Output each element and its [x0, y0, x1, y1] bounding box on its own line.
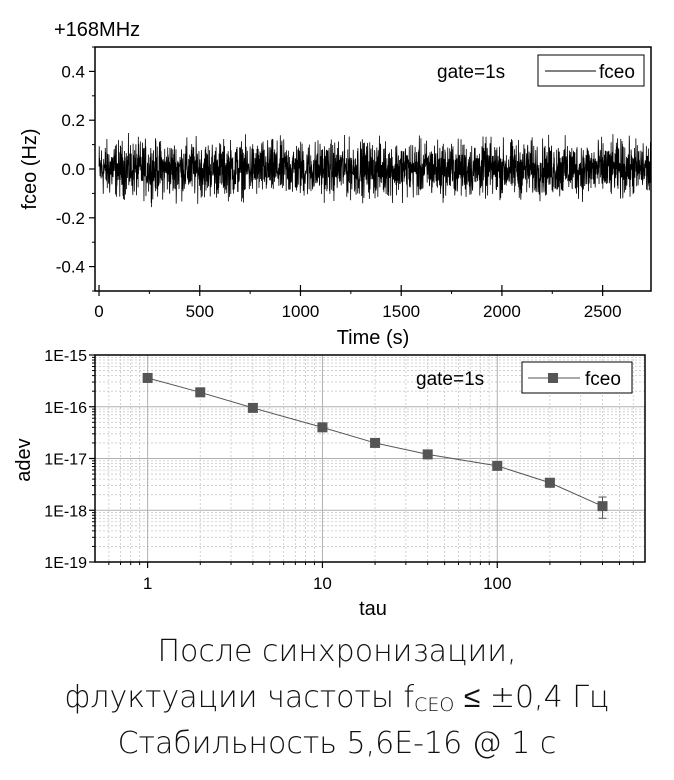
chart1-x-tick-label: 500 [186, 302, 214, 321]
chart1-y-tick-label: 0.2 [61, 111, 85, 130]
caption-line-1: После синхронизации, [157, 634, 517, 669]
caption-line-2-prefix: флуктуации частоты f [64, 680, 415, 715]
chart2-y-tick-label: 1E-17 [44, 452, 87, 469]
chart1-y-tick-label: -0.4 [56, 258, 85, 277]
frequency-trace-chart: +168MHz 0 500 1000 1500 2000 2500-0.4-0.20.00… [19, 19, 652, 349]
chart2-data-point [195, 387, 206, 398]
chart2-y-tick-label: 1E-15 [44, 348, 87, 365]
chart1-ylabel: fceo (Hz) [19, 128, 41, 209]
chart2-y-tick-label: 1E-16 [44, 400, 87, 417]
chart2-xlabel: tau [359, 598, 387, 620]
chart2-ylabel: adev [13, 438, 35, 481]
chart2-series-fceo [142, 372, 608, 519]
chart2-annotation: gate=1s [416, 369, 484, 390]
chart1-axes: 0 500 1000 1500 2000 2500 -0.4 -0.2 0.0 0.2 0.4 [56, 46, 622, 321]
caption-line-2-suffix: ≤ ±0,4 Гц [454, 680, 610, 715]
chart1-x-tick-label: 2500 [584, 302, 622, 321]
chart2-x-tick-label: 10 [313, 574, 332, 593]
figure: +168MHz 0 500 1000 1500 2000 2500-0.4-0.20.00… [13, 19, 652, 620]
chart2-y-tick-label: 1E-18 [44, 503, 87, 520]
chart2-data-point [142, 372, 153, 383]
chart2-data-point [247, 402, 258, 413]
chart2-legend-label: fceo [585, 369, 621, 390]
chart2-legend-marker [548, 373, 558, 383]
chart1-series-fceo [98, 132, 652, 208]
chart2-data-point [544, 477, 555, 488]
chart2-data-point [597, 501, 608, 512]
chart1-offset-label: +168MHz [54, 19, 140, 41]
chart1-x-tick-label: 1000 [282, 302, 320, 321]
chart1-x-tick-label: 2000 [483, 302, 521, 321]
caption-line-2: флуктуации частоты fCEO ≤ ±0,4 Гц [0, 680, 674, 716]
chart1-xlabel: Time (s) [337, 327, 410, 349]
chart1-legend-label: fceo [599, 62, 635, 83]
chart1-legend: fceo [537, 54, 645, 87]
chart2-legend: fceo [521, 361, 633, 394]
chart2-axes: 1 10 100 1E-19 1E-18 1E-17 1E-16 1E-15 [44, 348, 634, 593]
chart2-data-point [370, 437, 381, 448]
chart2-data-point [422, 449, 433, 460]
chart1-x-tick-label: 0 [94, 302, 103, 321]
chart2-x-tick-label: 100 [483, 574, 511, 593]
chart1-y-tick-label: 0.4 [61, 62, 85, 81]
chart2-data-point [492, 460, 503, 471]
chart1-y-tick-label: 0.0 [61, 160, 85, 179]
chart1-annotation: gate=1s [437, 62, 505, 83]
chart2-y-tick-label: 1E-19 [44, 555, 87, 572]
chart2-x-tick-label: 1 [143, 574, 152, 593]
chart1-x-tick-label: 1500 [382, 302, 420, 321]
chart1-trace-line [98, 132, 652, 208]
caption-line-3: Стабильность 5,6E-16 @ 1 с [117, 726, 557, 761]
chart1-y-tick-label: -0.2 [56, 209, 85, 228]
caption-line-2-subscript: CEO [414, 694, 455, 716]
chart2-data-point [317, 422, 328, 433]
